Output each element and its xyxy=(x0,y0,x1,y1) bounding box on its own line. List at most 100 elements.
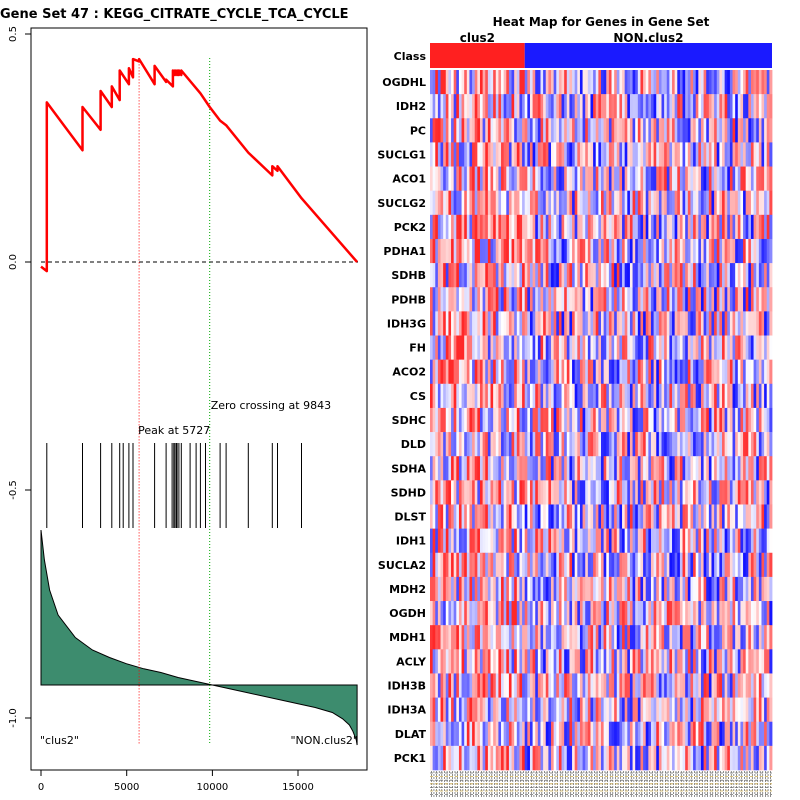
heatmap-cell xyxy=(516,504,520,529)
heatmap-cell xyxy=(658,70,662,95)
heatmap-cell xyxy=(666,480,670,505)
heatmap-cell xyxy=(708,673,712,698)
heatmap-cell xyxy=(577,287,581,312)
heatmap-cell xyxy=(537,407,541,433)
heatmap-cell xyxy=(545,504,549,529)
heatmap-cell xyxy=(606,745,610,771)
heatmap-cell xyxy=(619,745,623,771)
heatmap-cell xyxy=(593,407,597,433)
heatmap-cell xyxy=(487,504,491,529)
heatmap-cell xyxy=(724,190,728,216)
heatmap-cell xyxy=(616,287,620,312)
heatmap-cell xyxy=(535,721,539,747)
heatmap-cell xyxy=(735,745,739,771)
heatmap-cell xyxy=(711,263,715,288)
heatmap-cell xyxy=(724,263,728,288)
heatmap-cell xyxy=(579,576,583,602)
heatmap-cell xyxy=(503,673,507,698)
heatmap-cell xyxy=(443,335,447,360)
heatmap-cell xyxy=(679,673,683,698)
heatmap-cell xyxy=(603,528,607,554)
heatmap-cell xyxy=(556,359,560,385)
heatmap-cell xyxy=(729,721,733,747)
heatmap-cell xyxy=(666,311,670,336)
heatmap-cell xyxy=(437,456,441,481)
heatmap-cell xyxy=(506,214,510,240)
heatmap-cell xyxy=(635,407,639,433)
heatmap-cell xyxy=(519,383,523,409)
heatmap-cell xyxy=(553,697,557,723)
heatmap-cell xyxy=(556,456,560,481)
heatmap-cell xyxy=(598,504,602,529)
heatmap-cell xyxy=(674,190,678,216)
heatmap-cell xyxy=(666,673,670,698)
heatmap-cell xyxy=(622,721,626,747)
heatmap-cell xyxy=(727,311,731,336)
heatmap-cell xyxy=(458,238,462,264)
heatmap-cell xyxy=(495,335,499,360)
heatmap-cell xyxy=(745,214,749,240)
heatmap-cell xyxy=(745,552,749,578)
heatmap-cell xyxy=(748,480,752,505)
heatmap-cell xyxy=(616,552,620,578)
heatmap-cell xyxy=(624,190,628,216)
heatmap-cell xyxy=(711,697,715,723)
heatmap-cell xyxy=(740,263,744,288)
heatmap-cell xyxy=(435,263,439,288)
heatmap-cell xyxy=(656,576,660,602)
heatmap-cell xyxy=(764,214,768,240)
heatmap-cell xyxy=(722,190,726,216)
heatmap-cell xyxy=(508,504,512,529)
heatmap-cell xyxy=(522,576,526,602)
heatmap-cell xyxy=(598,238,602,264)
heatmap-cell xyxy=(740,673,744,698)
heatmap-cell xyxy=(587,238,591,264)
heatmap-cell xyxy=(453,697,457,723)
heatmap-cell xyxy=(474,238,478,264)
heatmap-cell xyxy=(430,673,434,698)
heatmap-cell xyxy=(593,166,597,191)
heatmap-cell xyxy=(748,214,752,240)
heatmap-cell xyxy=(458,697,462,723)
heatmap-cell xyxy=(490,383,494,409)
heatmap-cell xyxy=(632,238,636,264)
heatmap-cell xyxy=(719,70,723,95)
heatmap-cell xyxy=(487,745,491,771)
heatmap-cell xyxy=(569,214,573,240)
heatmap-cell xyxy=(658,480,662,505)
heatmap-cell xyxy=(727,625,731,650)
heatmap-cell xyxy=(582,721,586,747)
heatmap-cell xyxy=(629,480,633,505)
heatmap-cell xyxy=(627,528,631,554)
heatmap-cell xyxy=(743,287,747,312)
heatmap-cell xyxy=(537,528,541,554)
heatmap-cell xyxy=(685,70,689,95)
heatmap-cell xyxy=(577,697,581,723)
heatmap-cell xyxy=(716,528,720,554)
heatmap-cell xyxy=(545,528,549,554)
heatmap-cell xyxy=(645,456,649,481)
heatmap-cell xyxy=(451,238,455,264)
heatmap-cell xyxy=(543,649,547,674)
heatmap-cell xyxy=(685,504,689,529)
heatmap-cell xyxy=(553,480,557,505)
heatmap-cell xyxy=(637,407,641,433)
heatmap-cell xyxy=(458,383,462,409)
heatmap-cell xyxy=(677,94,681,119)
heatmap-cell xyxy=(453,166,457,191)
heatmap-cell xyxy=(548,504,552,529)
heatmap-cell xyxy=(622,456,626,481)
heatmap-cell xyxy=(608,263,612,288)
heatmap-cell xyxy=(627,504,631,529)
heatmap-cell xyxy=(527,263,531,288)
heatmap-cell xyxy=(485,407,489,433)
heatmap-cell xyxy=(661,142,665,167)
heatmap-cell xyxy=(453,407,457,433)
heatmap-cell xyxy=(743,504,747,529)
heatmap-cell xyxy=(714,311,718,336)
heatmap-cell xyxy=(603,359,607,385)
heatmap-cell xyxy=(711,335,715,360)
heatmap-cell xyxy=(527,311,531,336)
heatmap-cell xyxy=(614,745,618,771)
heatmap-cell xyxy=(658,335,662,360)
